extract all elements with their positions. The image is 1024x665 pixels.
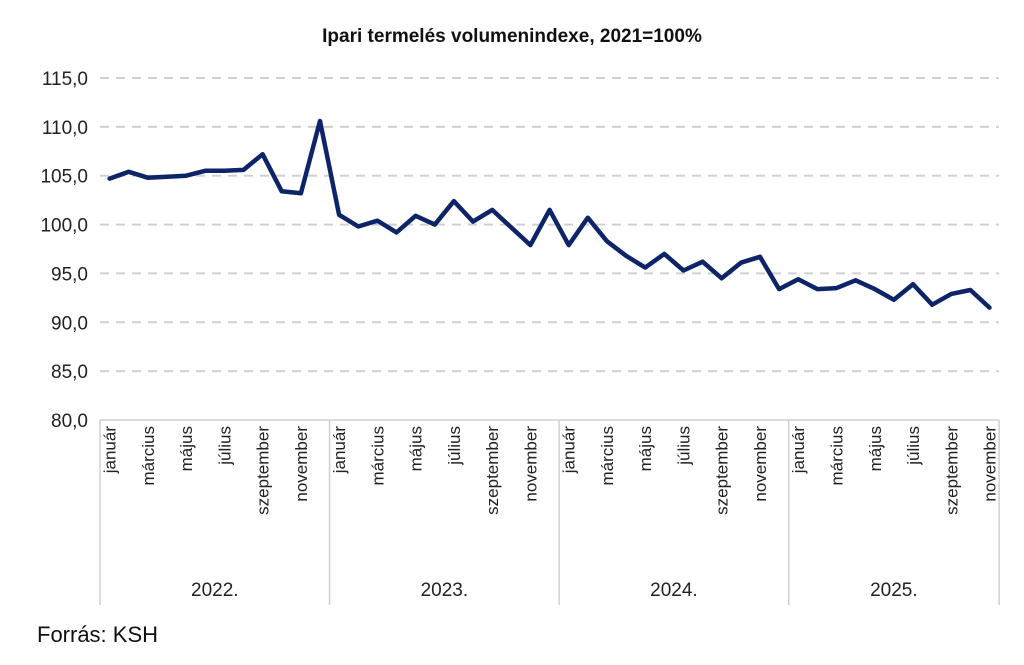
year-group-label: 2023.	[421, 580, 469, 601]
x-tick-label: szeptember	[713, 426, 732, 515]
y-tick-label: 105,0	[40, 167, 88, 188]
x-tick-label: március	[598, 426, 617, 486]
x-tick-label: május	[177, 426, 196, 471]
x-tick-label: május	[866, 426, 885, 471]
x-tick-label: november	[751, 426, 770, 502]
year-group-label: 2024.	[650, 580, 698, 601]
x-tick-label: november	[521, 426, 540, 502]
x-tick-label: július	[445, 426, 464, 466]
x-tick-label: szeptember	[254, 426, 273, 515]
y-tick-label: 80,0	[51, 411, 88, 432]
x-tick-label: július	[674, 426, 693, 466]
gridlines	[100, 77, 999, 373]
x-tick-label: január	[101, 426, 120, 475]
x-tick-label: július	[215, 426, 234, 466]
x-tick-label: május	[407, 426, 426, 471]
y-tick-label: 110,0	[42, 118, 88, 139]
x-tick-label: november	[981, 426, 1000, 502]
x-axis: január március május július szeptember novemb…	[99, 419, 1000, 605]
y-axis: 80,0 85,0 90,0 95,0 100,0 105,0 110,0 115,0	[40, 69, 88, 432]
x-tick-label: november	[292, 426, 311, 502]
y-tick-label: 95,0	[51, 264, 88, 285]
y-tick-label: 115,0	[42, 69, 88, 90]
x-tick-label: március	[139, 426, 158, 486]
x-tick-label: január	[330, 426, 349, 475]
y-tick-label: 85,0	[51, 362, 88, 383]
x-tick-label: március	[828, 426, 847, 486]
x-tick-label: január	[789, 426, 808, 475]
x-tick-label: március	[368, 426, 387, 486]
y-tick-label: 100,0	[40, 216, 88, 237]
y-tick-label: 90,0	[51, 313, 88, 334]
x-tick-label: május	[636, 426, 655, 471]
series-layer	[107, 118, 992, 310]
x-tick-label: január	[560, 426, 579, 475]
year-group-label: 2022.	[191, 580, 239, 601]
source-note: Forrás: KSH	[37, 622, 159, 647]
year-group-label: 2025.	[870, 580, 918, 601]
x-tick-label: szeptember	[942, 426, 961, 515]
chart-title: Ipari termelés volumenindexe, 2021=100%	[322, 26, 702, 47]
x-tick-label: szeptember	[483, 426, 502, 515]
x-tick-label: július	[904, 426, 923, 466]
series-line	[107, 118, 992, 310]
